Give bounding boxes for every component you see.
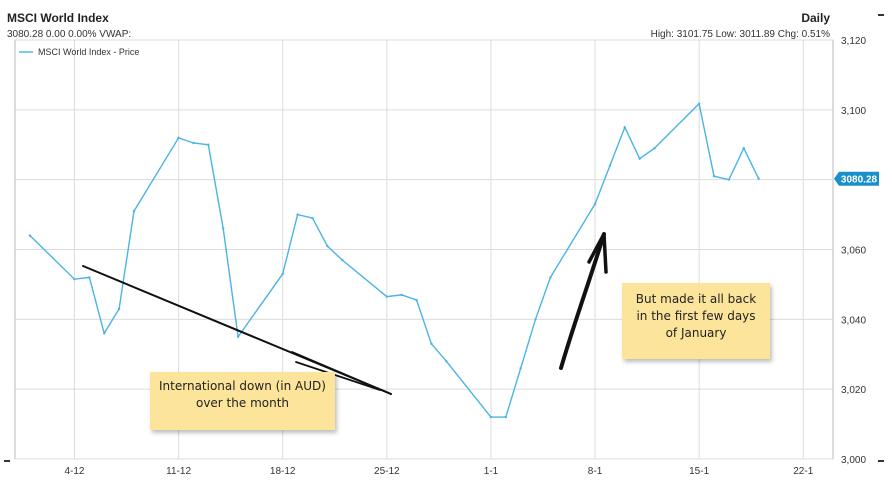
arrow-down-head — [291, 351, 392, 395]
data-point — [117, 307, 121, 311]
data-point — [549, 276, 552, 279]
y-tick-label: 3,020 — [841, 385, 866, 396]
note-down-line-1: International down (in AUD) — [159, 379, 326, 393]
high-low-change: High: 3101.75 Low: 3011.89 Chg: 0.51% — [650, 29, 830, 40]
data-point — [445, 360, 448, 363]
x-tick-label: 15-1 — [689, 466, 709, 477]
x-tick-label: 25-12 — [374, 466, 400, 477]
data-point — [73, 277, 76, 281]
frequency-label[interactable]: Daily — [801, 11, 830, 25]
data-point — [326, 244, 329, 248]
x-tick-label: 11-12 — [166, 466, 191, 477]
data-point — [296, 213, 299, 216]
data-point — [28, 234, 32, 237]
data-point — [430, 342, 433, 345]
note-up-line-1: But made it all back — [635, 292, 757, 306]
y-tick-label: 3,060 — [841, 246, 866, 257]
x-tick-label: 1-1 — [484, 466, 499, 477]
data-point — [742, 147, 745, 150]
data-point — [593, 202, 597, 206]
data-point — [341, 258, 344, 262]
data-point — [608, 164, 612, 167]
data-point — [504, 415, 507, 419]
annotation-note-down: International down (in AUD) over the mon… — [150, 372, 335, 430]
y-tick-label: 3,040 — [841, 315, 866, 326]
series-line — [29, 102, 760, 418]
data-point — [103, 332, 106, 335]
last-value-label: 3080.28 — [841, 175, 878, 186]
data-point — [222, 227, 225, 230]
data-point — [727, 178, 731, 181]
data-point — [623, 126, 626, 129]
data-point — [519, 367, 522, 370]
data-point — [712, 174, 716, 178]
arrow-up-head — [587, 232, 608, 274]
data-point — [311, 216, 314, 220]
y-tick-label: 3,000 — [841, 455, 866, 466]
data-point — [88, 276, 91, 279]
note-up-line-2: in the first few days — [636, 309, 756, 323]
data-point — [192, 141, 195, 145]
y-tick-label: 3,120 — [841, 36, 866, 47]
data-point — [207, 143, 210, 146]
data-point — [415, 298, 418, 302]
annotation-note-up: But made it all back in the first few da… — [622, 283, 770, 359]
data-point — [638, 157, 641, 160]
data-point — [697, 102, 701, 105]
data-point — [177, 136, 180, 139]
data-point — [400, 293, 403, 297]
data-point — [653, 147, 656, 150]
data-point — [489, 415, 493, 419]
data-point — [132, 209, 136, 213]
data-point — [281, 272, 284, 276]
data-point — [534, 318, 537, 321]
legend-label: MSCI World Index - Price — [38, 47, 139, 57]
y-tick-label: 3,100 — [841, 106, 866, 117]
data-point — [757, 177, 760, 180]
data-point — [236, 335, 240, 338]
note-down-line-2: over the month — [195, 396, 290, 410]
x-tick-label: 22-1 — [793, 466, 813, 477]
price-summary: 3080.28 0.00 0.00% VWAP: — [7, 29, 132, 40]
data-point — [385, 295, 389, 298]
x-tick-label: 18-12 — [270, 466, 296, 477]
last-value-tag — [834, 171, 879, 186]
arrow-up-shaft — [559, 232, 606, 370]
note-up-line-3: of January — [665, 326, 727, 340]
chart-title: MSCI World Index — [7, 11, 109, 25]
x-tick-label: 8-1 — [588, 466, 603, 477]
x-tick-label: 4-12 — [64, 466, 84, 477]
